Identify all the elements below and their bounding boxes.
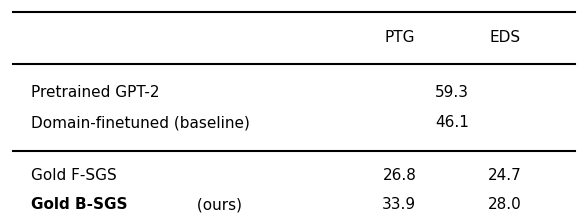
Text: Gold F-SGS: Gold F-SGS xyxy=(31,168,116,183)
Text: 24.7: 24.7 xyxy=(488,168,522,183)
Text: 28.0: 28.0 xyxy=(488,197,522,212)
Text: 46.1: 46.1 xyxy=(435,116,469,131)
Text: PTG: PTG xyxy=(384,31,415,46)
Text: 33.9: 33.9 xyxy=(382,197,416,212)
Text: Gold B-SGS: Gold B-SGS xyxy=(31,197,127,212)
Text: EDS: EDS xyxy=(489,31,520,46)
Text: Pretrained GPT-2: Pretrained GPT-2 xyxy=(31,85,159,100)
Text: 59.3: 59.3 xyxy=(435,85,469,100)
Text: 26.8: 26.8 xyxy=(382,168,416,183)
Text: Domain-finetuned (baseline): Domain-finetuned (baseline) xyxy=(31,116,249,131)
Text: (ours): (ours) xyxy=(192,197,242,212)
